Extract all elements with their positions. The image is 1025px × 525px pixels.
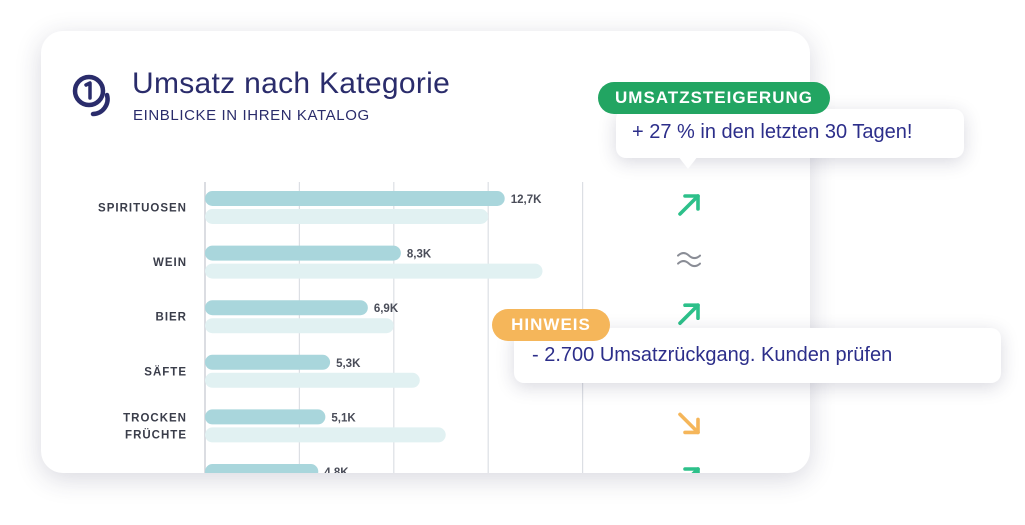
value-label: 6,9K <box>374 303 399 315</box>
bar-previous <box>205 209 489 224</box>
bar-previous <box>205 427 446 443</box>
page-subtitle: EINBLICKE IN IHREN KATALOG <box>133 107 370 124</box>
notice-badge: HINWEIS <box>492 309 610 341</box>
notice-callout-text: - 2.700 Umsatzrückgang. Kunden prüfen <box>532 344 893 366</box>
arrow-up-right-icon <box>678 303 700 325</box>
increase-callout: + 27 % in den letzten 30 Tagen! <box>616 109 964 158</box>
bar-previous <box>205 263 543 279</box>
value-label: 8,3K <box>407 249 432 261</box>
arrow-up-right-icon <box>678 194 700 216</box>
value-label: 5,3K <box>336 358 361 370</box>
bar-current <box>205 191 505 206</box>
bar-current <box>205 409 326 425</box>
bar-chart: 12,7K SPIRITUOSEN 8,3K WEIN 6,9K BIER 5,3K SÄFT… <box>98 182 701 473</box>
category-label: SÄFTE <box>144 365 187 378</box>
arrow-up-right-icon <box>683 467 700 473</box>
approx-icon <box>677 252 701 268</box>
value-label: 5,1K <box>331 412 356 424</box>
increase-badge: UMSATZSTEIGERUNG <box>598 82 830 114</box>
page-title: Umsatz nach Kategorie <box>132 67 451 100</box>
category-label: SPIRITUOSEN <box>98 203 187 215</box>
increase-callout-pointer <box>678 156 698 169</box>
bar-current <box>205 354 331 370</box>
increase-callout-text: + 27 % in den letzten 30 Tagen! <box>632 121 913 143</box>
arrow-down-right-icon <box>678 412 700 435</box>
bar-current <box>205 300 368 316</box>
category-label: TROCKEN FRÜCHTE <box>123 412 187 441</box>
coins-icon <box>72 74 110 117</box>
category-label: WEIN <box>153 257 187 269</box>
bar-previous <box>205 372 420 388</box>
bar-current <box>205 245 401 261</box>
notice-callout: - 2.700 Umsatzrückgang. Kunden prüfen <box>514 328 1001 383</box>
value-label: 12,7K <box>511 194 542 206</box>
value-label: 4.8K <box>324 467 349 473</box>
bar-previous <box>205 318 394 334</box>
bar-current <box>205 464 319 473</box>
category-label: BIER <box>156 312 187 324</box>
